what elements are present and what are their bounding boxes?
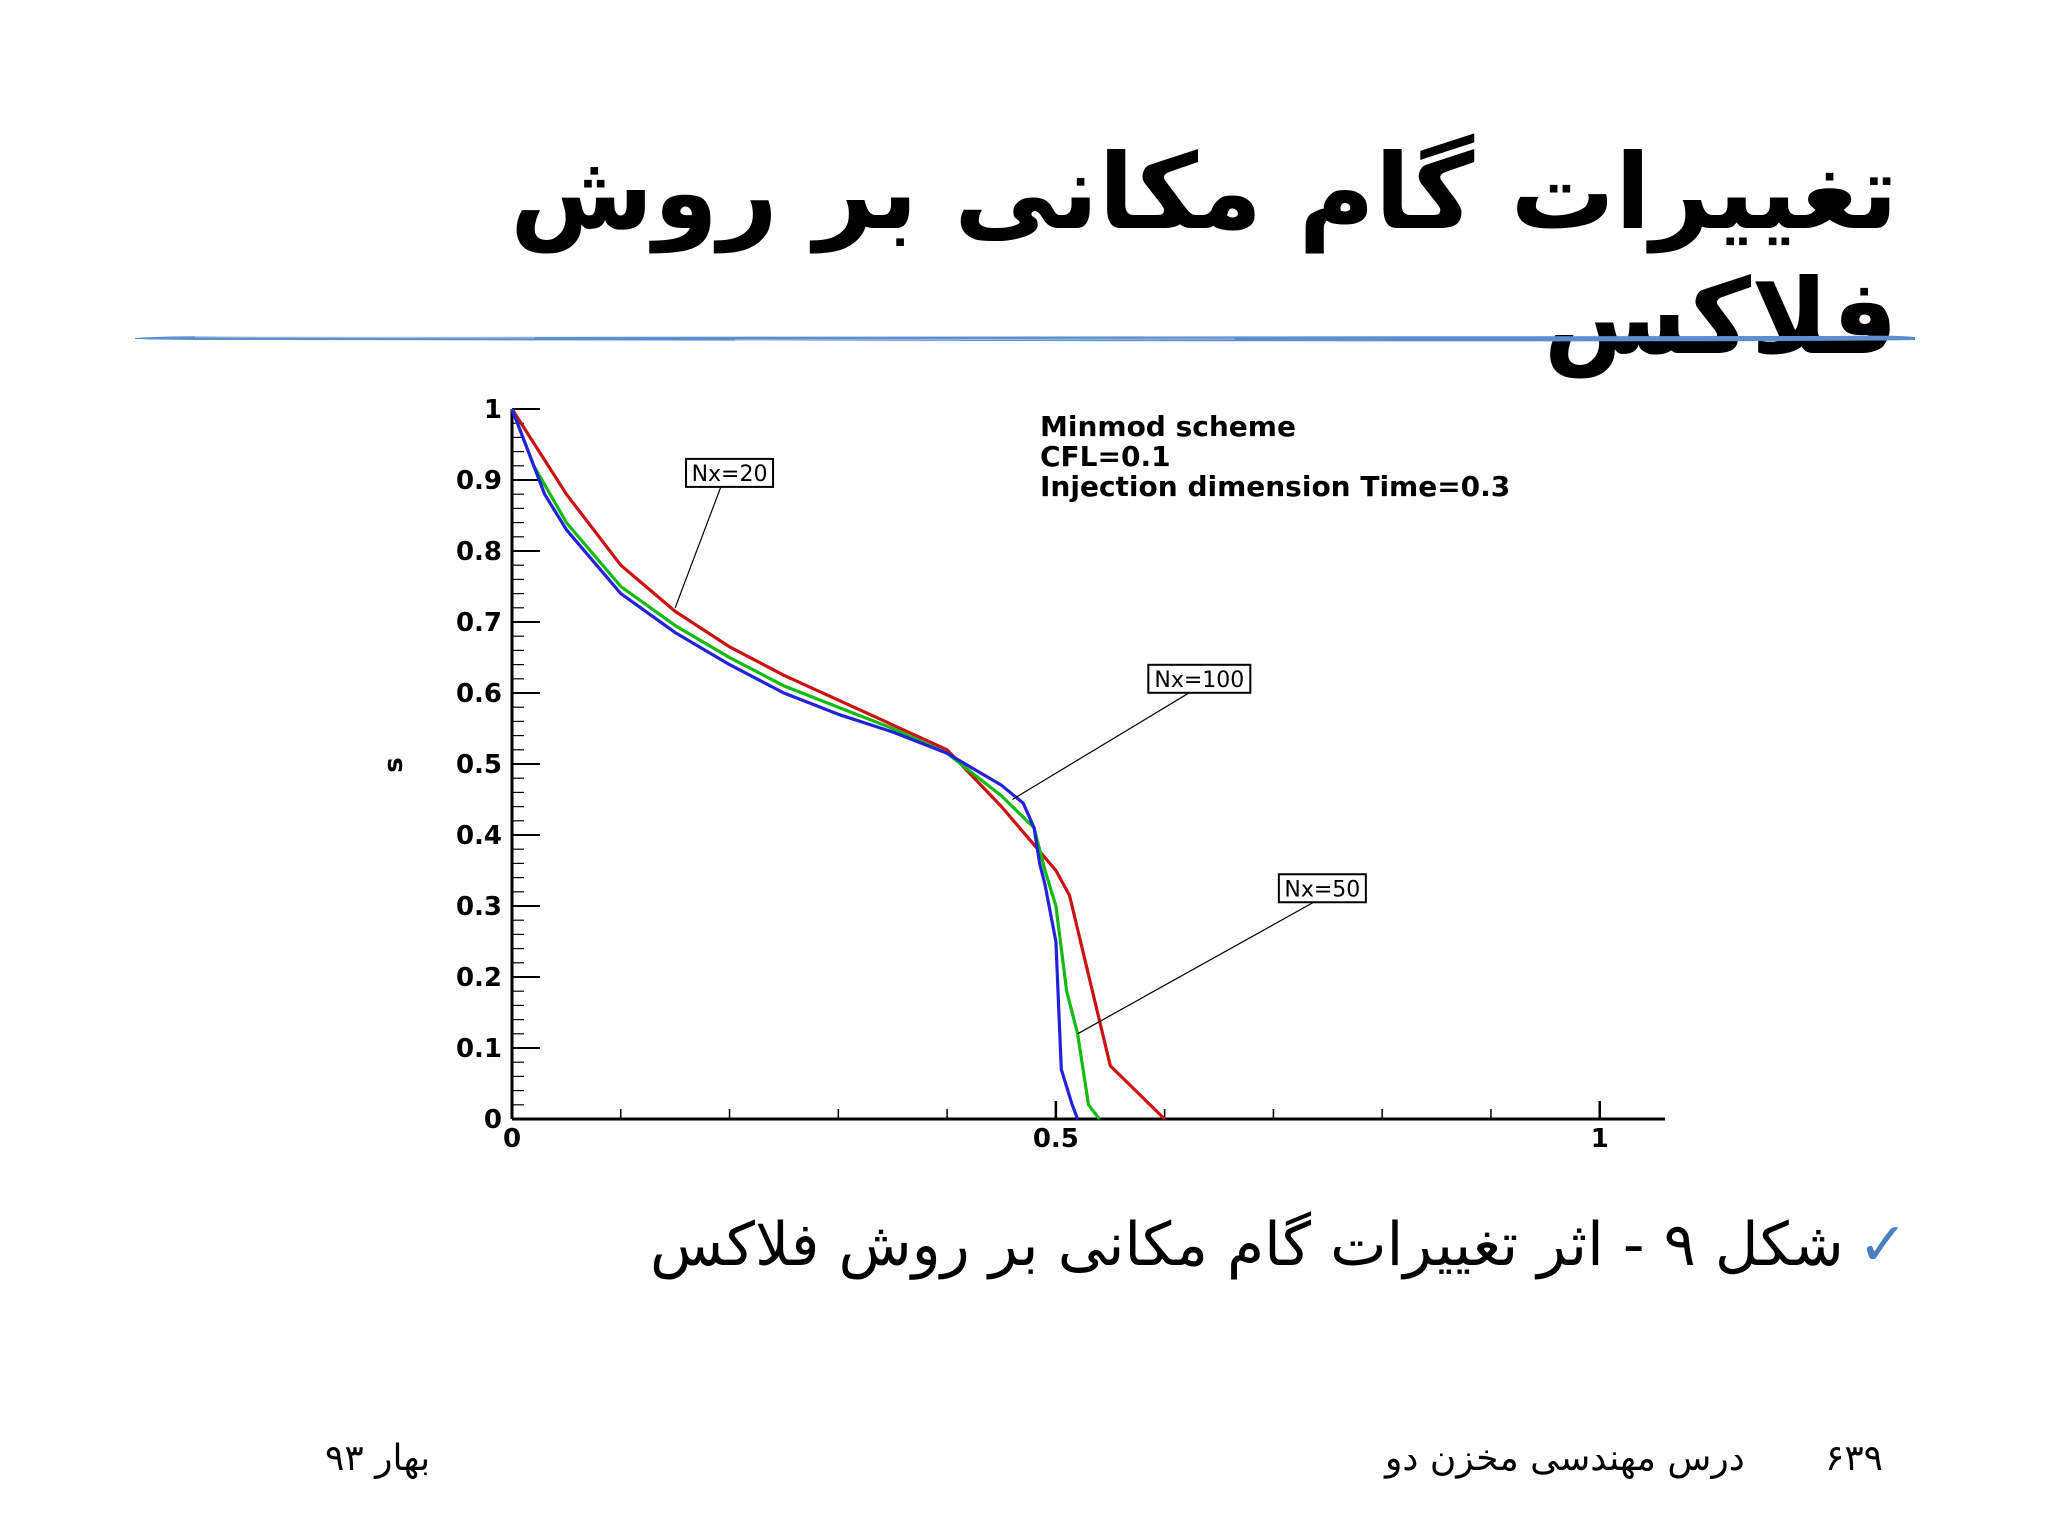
- label-leader-line: [1077, 901, 1314, 1035]
- label-box: [1277, 873, 1367, 904]
- chart-annotation: Minmod scheme CFL=0.1 Injection dimensio…: [1040, 410, 1510, 503]
- label-leader-line: [1012, 692, 1190, 801]
- check-icon: ✓: [1857, 1210, 1908, 1280]
- series-lines: [510, 408, 1166, 1121]
- x-tick-label: 1: [1591, 1124, 1609, 1154]
- series-label: Nx=100: [1154, 668, 1244, 693]
- y-axis-title: s: [379, 757, 409, 772]
- annotation-line-1: Minmod scheme: [1040, 410, 1296, 443]
- figure-caption: ✓شکل ۹ - اثر تغییرات گام مکانی بر روش فل…: [408, 1210, 1908, 1280]
- y-tick-label: 0.4: [456, 821, 502, 851]
- series-line: [510, 408, 1080, 1120]
- label-box: [685, 457, 775, 488]
- x-tick-label: 0: [503, 1124, 521, 1154]
- y-tick-label: 0.3: [456, 892, 502, 922]
- series-label: Nx=20: [692, 462, 768, 487]
- caption-text: شکل ۹ - اثر تغییرات گام مکانی بر روش فلا…: [649, 1210, 1844, 1280]
- y-tick-label: 0.6: [456, 679, 502, 709]
- footer-page-number: ۶۳۹: [1825, 1438, 1884, 1479]
- axes: 0 0.1 0.2 0.3 0.4 0.5 0.6 0.7 0.8 0.9 1 0 0.5 1: [456, 395, 1665, 1154]
- series-labels: Nx=20 Nx=100 Nx=50: [674, 457, 1367, 1035]
- y-tick-label: 0.7: [456, 608, 502, 638]
- y-tick-label: 0.2: [456, 963, 502, 993]
- series-label: Nx=50: [1284, 877, 1360, 902]
- annotation-line-2: CFL=0.1: [1040, 440, 1171, 473]
- annotation-line-3: Injection dimension Time=0.3: [1040, 470, 1510, 503]
- slide-title: تغییرات گام مکانی بر روش فلاکس: [509, 131, 1898, 378]
- series-line: [510, 408, 1101, 1120]
- label-box: [1147, 663, 1252, 694]
- y-tick-label: 0.8: [456, 537, 502, 567]
- label-leader-line: [674, 486, 722, 609]
- y-tick-label: 0: [484, 1105, 502, 1135]
- y-tick-label: 1: [484, 395, 502, 425]
- y-tick-label: 0.9: [456, 466, 502, 496]
- y-tick-label: 0.5: [456, 750, 502, 780]
- series-line: [510, 408, 1166, 1121]
- footer-date: بهار ۹۳: [325, 1438, 431, 1479]
- footer-course: درس مهندسی مخزن دو: [1385, 1438, 1745, 1479]
- y-tick-label: 0.1: [456, 1034, 502, 1064]
- y-axis-label: s: [379, 757, 409, 772]
- title-divider: [135, 335, 1915, 342]
- x-tick-label: 0.5: [1033, 1124, 1079, 1154]
- saturation-chart: s 0 0.1 0.2 0.3 0.4 0.5 0.6 0.7 0.8 0.9 1 0 0.5 1 Nx=…: [379, 395, 1665, 1154]
